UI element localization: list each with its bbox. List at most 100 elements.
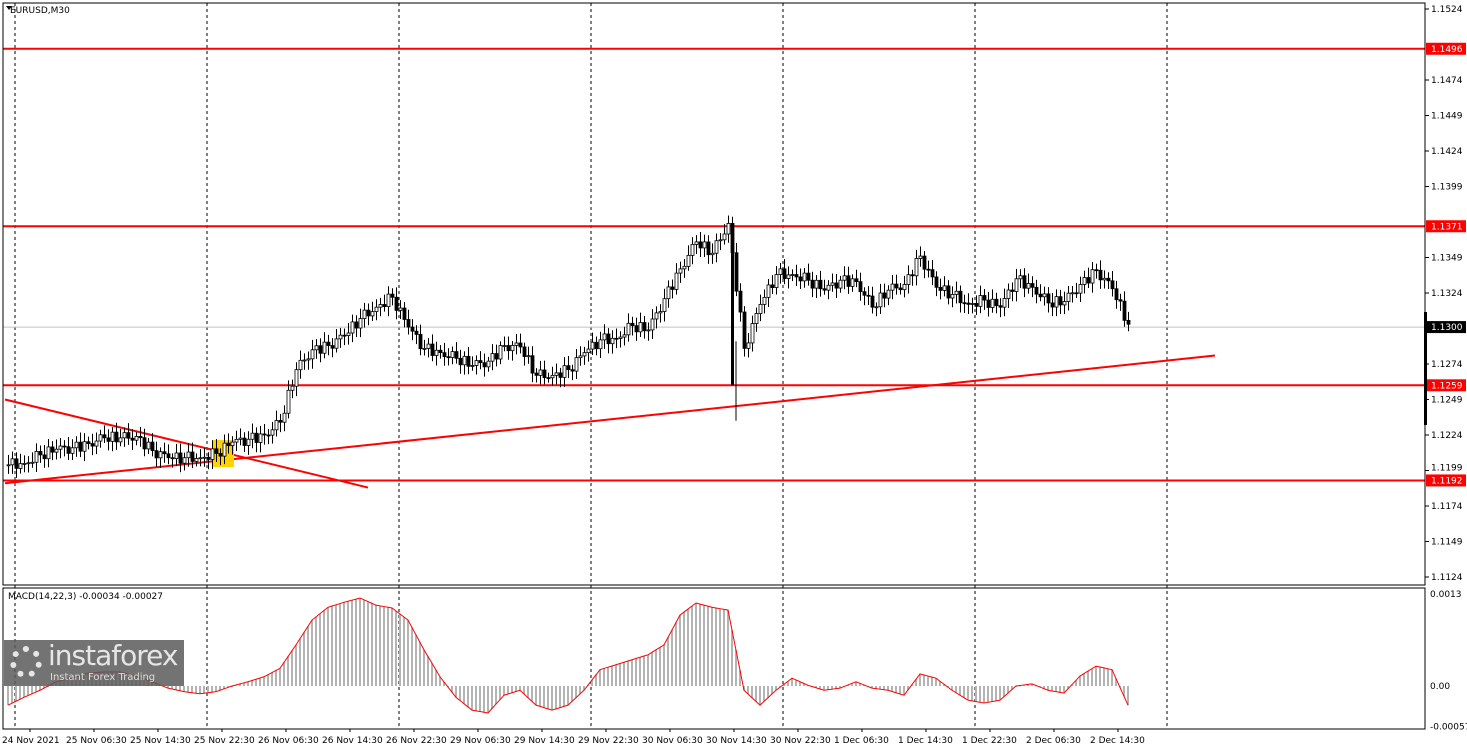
candle	[894, 283, 899, 289]
candle	[446, 356, 451, 359]
macd-histogram-bar	[391, 607, 393, 686]
macd-histogram-bar	[751, 686, 753, 698]
candle	[162, 451, 167, 455]
candle	[726, 223, 731, 235]
time-label: 26 Nov 06:30	[258, 736, 319, 746]
macd-histogram-bar	[439, 676, 441, 686]
candle	[26, 462, 31, 465]
macd-histogram-bar	[255, 679, 257, 686]
candle	[778, 268, 783, 275]
candle	[731, 223, 734, 386]
grid	[14, 3, 1168, 729]
macd-histogram-bar	[659, 647, 661, 686]
candle	[158, 451, 163, 459]
candle	[694, 241, 699, 245]
candle	[638, 322, 643, 333]
candle	[734, 252, 739, 292]
macd-histogram-bar	[887, 686, 889, 691]
candle	[962, 302, 967, 305]
macd-histogram-bar	[431, 663, 433, 686]
candle	[1122, 300, 1127, 321]
candle	[286, 389, 291, 414]
candle	[62, 445, 67, 448]
candle	[662, 298, 667, 312]
candle	[1102, 277, 1107, 281]
macd-histogram-bar	[559, 686, 561, 708]
candle	[914, 258, 919, 277]
macd-histogram-bar	[763, 686, 765, 702]
candle	[798, 276, 803, 282]
macd-histogram-bar	[1027, 684, 1029, 686]
candle	[1118, 299, 1123, 302]
macd-histogram-bar	[195, 686, 197, 694]
candle	[754, 313, 759, 324]
candle	[234, 438, 239, 443]
candle	[530, 355, 535, 374]
macd-histogram-bar	[415, 634, 417, 686]
candle	[718, 239, 723, 242]
candle	[346, 332, 351, 336]
candle	[766, 284, 771, 298]
macd-histogram-bar	[943, 684, 945, 686]
macd-histogram-bar	[787, 681, 789, 686]
candle	[238, 437, 243, 440]
candle	[594, 341, 599, 350]
candle	[802, 272, 807, 282]
symbol-label: EURUSD,M30	[10, 6, 70, 16]
macd-histogram-bar	[227, 686, 229, 688]
candle	[830, 282, 835, 286]
candle	[510, 344, 515, 352]
macd-histogram-bar	[799, 681, 801, 686]
macd-histogram-bar	[1103, 667, 1105, 686]
macd-histogram-bar	[263, 676, 265, 686]
candle	[66, 446, 71, 454]
macd-histogram-bar	[183, 686, 185, 692]
macd-histogram-bar	[551, 686, 553, 711]
macd-histogram-bar	[815, 686, 817, 688]
dropdown-triangle-icon	[6, 6, 12, 10]
candle	[354, 321, 359, 329]
macd-histogram-bar	[971, 686, 973, 701]
macd-histogram-bar	[819, 686, 821, 690]
candle	[682, 265, 687, 270]
macd-histogram-bar	[839, 686, 841, 689]
macd-histogram-bar	[895, 686, 897, 693]
candle	[426, 343, 431, 349]
candle	[814, 279, 819, 289]
macd-histogram-bar	[663, 644, 665, 686]
candle	[438, 349, 443, 354]
candle	[14, 458, 19, 469]
levels	[3, 47, 1425, 489]
macd-histogram-bar	[715, 607, 717, 686]
macd-histogram-bar	[495, 686, 497, 705]
candle	[938, 286, 943, 291]
macd-histogram-bar	[527, 686, 529, 698]
time-label: 30 Nov 06:30	[642, 736, 703, 746]
macd-histogram-bar	[1083, 673, 1085, 686]
macd-histogram-bar	[687, 609, 689, 686]
candle	[110, 431, 115, 442]
candle	[506, 345, 511, 352]
candle	[538, 369, 543, 376]
candle	[294, 369, 299, 387]
candle	[866, 294, 871, 297]
candle	[174, 452, 179, 459]
macd-histogram-bar	[395, 611, 397, 686]
current-price-tag	[1426, 321, 1466, 334]
candle	[138, 436, 143, 439]
candle	[166, 453, 171, 459]
macd-histogram-bar	[511, 686, 513, 693]
macd-histogram-bar	[1079, 676, 1081, 686]
macd-histogram-bar	[315, 616, 317, 686]
macd-histogram-bar	[247, 681, 249, 686]
candle	[906, 274, 911, 285]
candle	[618, 336, 623, 339]
macd-histogram-bar	[719, 608, 721, 686]
candle	[606, 333, 611, 345]
candle	[374, 306, 379, 313]
macd-histogram-bar	[43, 686, 45, 689]
macd-histogram-bar	[871, 686, 873, 689]
macd-histogram-bar	[567, 686, 569, 706]
macd-histogram-bar	[367, 601, 369, 686]
